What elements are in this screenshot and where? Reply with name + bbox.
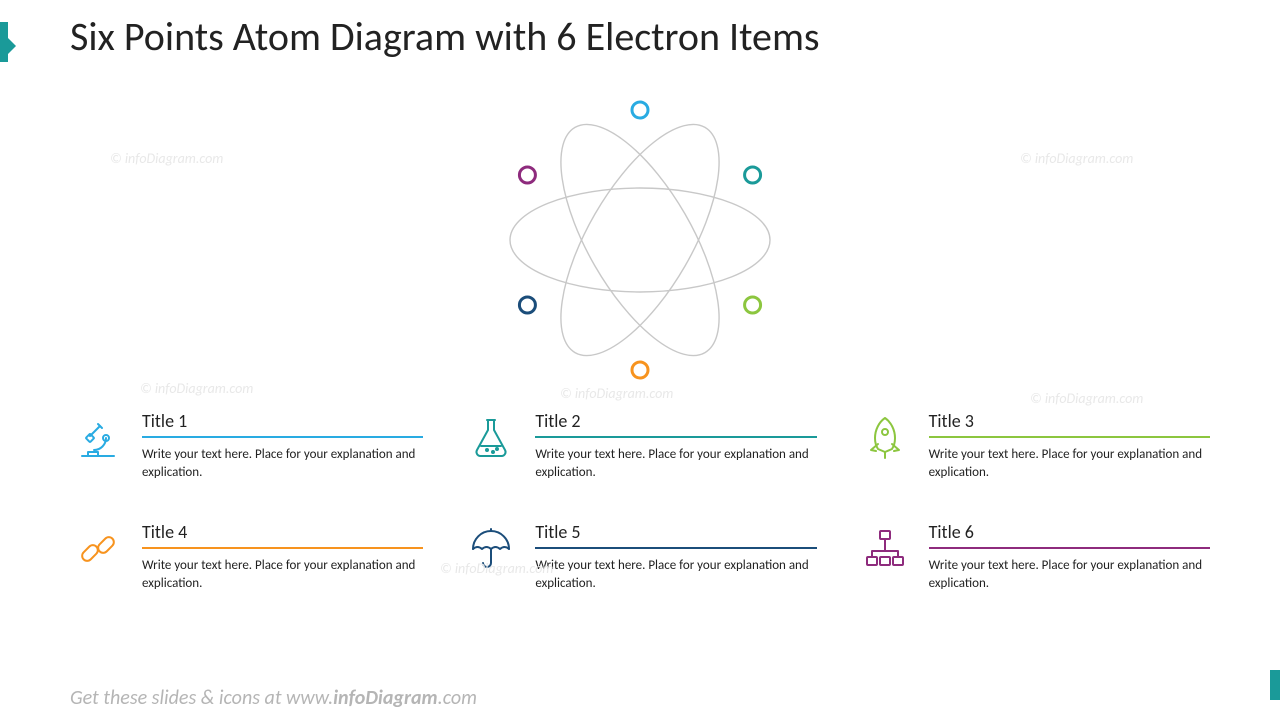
item-description: Write your text here. Place for your exp… (535, 557, 816, 592)
footer-prefix: Get these slides & icons at www. (70, 686, 333, 710)
watermark: © infoDiagram.com (1030, 390, 1143, 407)
umbrella-icon (463, 521, 519, 577)
item-body: Title 1 Write your text here. Place for … (142, 410, 423, 481)
accent-bottom (1270, 670, 1280, 700)
slide: Six Points Atom Diagram with 6 Electron … (0, 0, 1280, 720)
item-underline (535, 436, 816, 438)
atom-electron (519, 167, 535, 183)
atom-electron (745, 167, 761, 183)
item-description: Write your text here. Place for your exp… (535, 446, 816, 481)
item-title: Title 4 (142, 521, 423, 547)
atom-electron (745, 297, 761, 313)
atom-diagram (0, 90, 1280, 390)
accent-left (0, 22, 8, 62)
atom-orbit (510, 188, 770, 292)
item-description: Write your text here. Place for your exp… (929, 446, 1210, 481)
atom-electron (632, 362, 648, 378)
list-item: Title 6 Write your text here. Place for … (857, 521, 1210, 592)
item-body: Title 3 Write your text here. Place for … (929, 410, 1210, 481)
item-title: Title 6 (929, 521, 1210, 547)
list-item: Title 4 Write your text here. Place for … (70, 521, 423, 592)
item-underline (142, 547, 423, 549)
list-item: Title 2 Write your text here. Place for … (463, 410, 816, 481)
item-underline (929, 436, 1210, 438)
item-title: Title 3 (929, 410, 1210, 436)
footer-suffix: .com (438, 686, 477, 710)
item-description: Write your text here. Place for your exp… (142, 557, 423, 592)
item-description: Write your text here. Place for your exp… (142, 446, 423, 481)
footer-credit: Get these slides & icons at www.infoDiag… (70, 686, 477, 710)
item-underline (929, 547, 1210, 549)
item-body: Title 6 Write your text here. Place for … (929, 521, 1210, 592)
item-body: Title 2 Write your text here. Place for … (535, 410, 816, 481)
atom-electron (632, 102, 648, 118)
item-body: Title 4 Write your text here. Place for … (142, 521, 423, 592)
footer-brand: infoDiagram (333, 686, 438, 710)
item-body: Title 5 Write your text here. Place for … (535, 521, 816, 592)
orgchart-icon (857, 521, 913, 577)
atom-electron (519, 297, 535, 313)
list-item: Title 1 Write your text here. Place for … (70, 410, 423, 481)
rocket-icon (857, 410, 913, 466)
items-grid: Title 1 Write your text here. Place for … (70, 410, 1210, 592)
flask-icon (463, 410, 519, 466)
list-item: Title 3 Write your text here. Place for … (857, 410, 1210, 481)
item-title: Title 2 (535, 410, 816, 436)
item-description: Write your text here. Place for your exp… (929, 557, 1210, 592)
chain-icon (70, 521, 126, 577)
microscope-icon (70, 410, 126, 466)
page-title: Six Points Atom Diagram with 6 Electron … (70, 12, 820, 61)
item-title: Title 1 (142, 410, 423, 436)
list-item: Title 5 Write your text here. Place for … (463, 521, 816, 592)
item-underline (142, 436, 423, 438)
item-title: Title 5 (535, 521, 816, 547)
item-underline (535, 547, 816, 549)
